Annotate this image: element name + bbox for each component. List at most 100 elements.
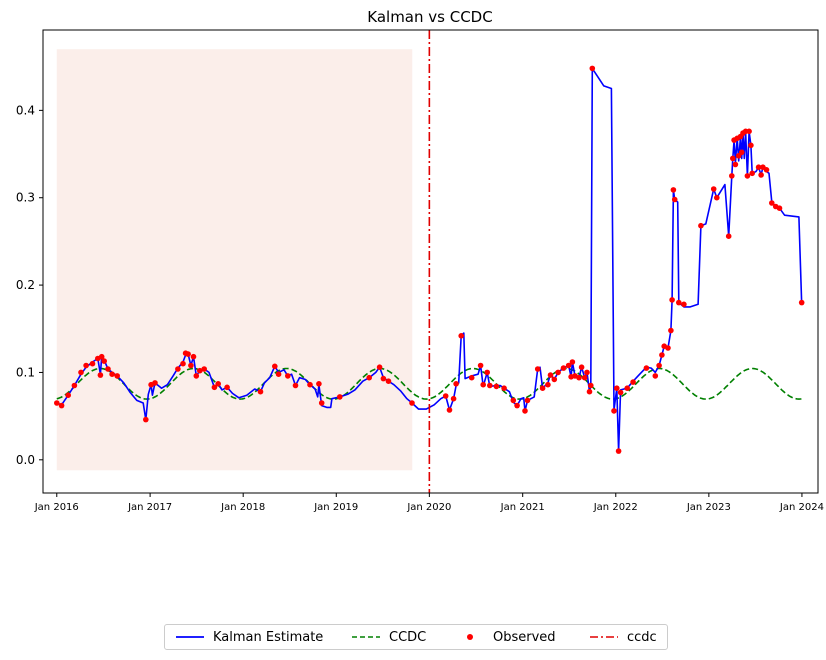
observed-point (501, 385, 507, 392)
observed-point (714, 194, 720, 201)
observed-point (78, 369, 84, 376)
observed-point (758, 172, 764, 178)
y-tick-label: 0.3 (16, 191, 35, 205)
observed-point (101, 358, 107, 364)
observed-point (215, 381, 221, 387)
observed-point (569, 359, 576, 365)
legend-label: CCDC (389, 629, 427, 645)
observed-point (105, 366, 111, 372)
observed-point (468, 374, 475, 381)
x-tick-label: Jan 2017 (127, 502, 172, 513)
observed-point (71, 382, 78, 389)
observed-point (545, 381, 551, 388)
observed-point (624, 385, 630, 392)
observed-point (749, 170, 755, 177)
observed-point (676, 299, 682, 306)
observed-point (588, 382, 594, 389)
observed-point (560, 365, 567, 371)
observed-point (584, 369, 590, 376)
legend-item-ccdc-break: ccdc (589, 629, 657, 645)
observed-point (224, 384, 230, 391)
observed-point (272, 363, 278, 370)
observed-point (185, 351, 191, 357)
observed-point (89, 360, 96, 367)
observed-point (510, 397, 517, 404)
observed-point (725, 233, 732, 239)
observed-point (97, 372, 104, 378)
observed-point (450, 395, 457, 402)
observed-point (798, 299, 805, 306)
observed-point (586, 388, 593, 395)
x-tick-label: Jan 2023 (686, 502, 731, 513)
observed-point (477, 362, 484, 369)
observed-point (547, 372, 554, 378)
x-tick-label: Jan 2024 (779, 502, 824, 513)
observed-point (318, 400, 325, 406)
chart-title: Kalman vs CCDC (367, 8, 492, 26)
observed-point (524, 397, 531, 404)
observed-point (366, 374, 373, 381)
observed-point (755, 164, 762, 170)
legend-swatch-dashed-icon (352, 636, 380, 638)
observed-point (257, 388, 264, 395)
observed-point (578, 364, 585, 371)
legend-label: ccdc (627, 629, 657, 645)
observed-point (197, 367, 203, 374)
x-tick-label: Jan 2022 (593, 502, 638, 513)
observed-point (193, 373, 200, 379)
legend-item-kalman: Kalman Estimate (175, 629, 323, 645)
legend-swatch-dashdot-icon (590, 636, 618, 638)
legend-swatch-line-icon (176, 636, 204, 638)
observed-point (316, 381, 322, 387)
observed-point (188, 362, 194, 369)
observed-point (643, 365, 650, 371)
observed-point (175, 366, 181, 372)
observed-point (710, 186, 717, 192)
observed-point (409, 400, 415, 406)
observed-point (201, 366, 207, 372)
observed-point (776, 205, 783, 211)
observed-point (58, 402, 65, 409)
observed-point (143, 416, 149, 423)
legend-item-observed: Observed (455, 629, 556, 645)
observed-point (275, 371, 282, 378)
observed-point (534, 366, 541, 372)
observed-point (732, 161, 739, 168)
observed-point (514, 402, 520, 409)
y-tick-label: 0.0 (16, 453, 35, 467)
x-tick-label: Jan 2016 (34, 502, 79, 513)
observed-point (98, 353, 105, 360)
x-tick-label: Jan 2021 (500, 502, 545, 513)
plot-area (54, 30, 805, 493)
observed-point (656, 362, 662, 369)
legend-item-ccdc-model: CCDC (351, 629, 426, 645)
observed-point (109, 371, 115, 378)
legend-swatch-dot-icon (467, 634, 473, 640)
observed-point (614, 385, 620, 392)
y-tick-label: 0.1 (16, 365, 35, 379)
observed-point (307, 381, 313, 388)
observed-point (380, 375, 387, 382)
observed-point (729, 173, 735, 179)
observed-point (446, 407, 453, 413)
observed-point (744, 173, 751, 179)
observed-point (337, 394, 343, 400)
observed-point (484, 369, 491, 376)
observed-point (190, 353, 197, 360)
observed-point (83, 362, 89, 369)
observed-point (670, 187, 677, 193)
observed-point (493, 383, 500, 390)
observed-point (551, 376, 558, 383)
observed-point (555, 369, 561, 376)
legend-label: Kalman Estimate (213, 629, 324, 645)
observed-point (611, 408, 617, 414)
observed-point (292, 382, 299, 389)
observed-point (442, 393, 449, 399)
x-tick-label: Jan 2018 (220, 502, 265, 513)
observed-point (522, 408, 528, 414)
observed-point (376, 364, 383, 371)
observed-point (211, 384, 218, 391)
observed-point (617, 389, 624, 396)
observed-point (671, 196, 678, 203)
